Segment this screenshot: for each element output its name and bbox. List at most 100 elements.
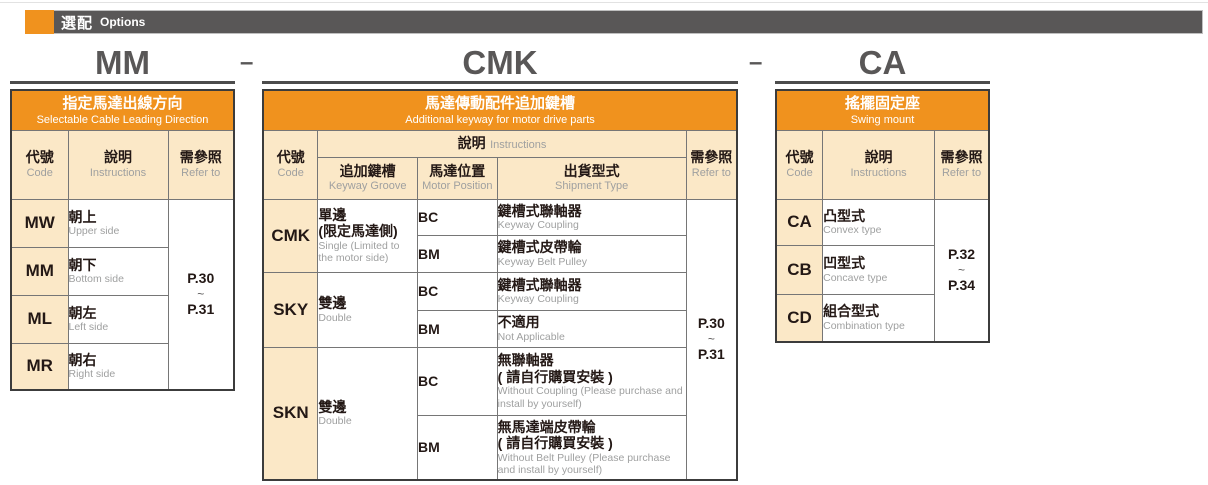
banner-bar: 選配 Options — [54, 10, 1203, 34]
ca-section: CA 搖擺固定座 Swing mount 代號 Code 說明 Instruct… — [775, 46, 990, 343]
instruction-en: Bottom side — [68, 273, 124, 286]
instruction-en: Upper side — [68, 225, 120, 238]
table-row: CD 組合型式 Combination type — [775, 293, 989, 343]
refer-from: P.30 — [697, 315, 725, 332]
shipment-zh: 無聯軸器 — [497, 352, 554, 369]
page-top-divider — [0, 2, 1208, 3]
col-label-zh: 代號 — [785, 149, 814, 166]
motor-position-cell: BC — [416, 346, 498, 416]
table-row: BM 鍵槽式皮帶輪 Keyway Belt Pulley — [263, 234, 737, 273]
shipment-cell: 無馬達端皮帶輪 ( 請自行購買安裝 ) Without Belt Pulley … — [496, 414, 687, 481]
cmk-col-refer: 需參照 Refer to — [685, 129, 738, 200]
code-cell: SKY — [262, 271, 319, 348]
motor-position-cell: BM — [416, 414, 498, 481]
col-label-en: Keyway Groove — [328, 180, 407, 193]
shipment-en: Keyway Belt Pulley — [497, 255, 587, 268]
instruction-cell: 朝上 Upper side — [67, 198, 169, 248]
col-label-en: Shipment Type — [555, 180, 629, 193]
table-subheader-row: 追加鍵槽 Keyway Groove 馬達位置 Motor Position 出… — [263, 156, 737, 200]
shipment-zh: 無馬達端皮帶輪 — [497, 418, 596, 435]
keyway-zh: 雙邊 — [318, 398, 347, 415]
mm-section: MM 指定馬達出線方向 Selectable Cable Leading Dir… — [10, 46, 235, 391]
table-row: SKN 雙邊 Double BC 無聯軸器 ( 請自行購買安裝 ) Withou… — [262, 346, 737, 481]
motor-position-cell: BM — [416, 309, 498, 348]
instruction-en: Concave type — [823, 271, 888, 284]
refer-cell: P.32 ~ P.34 — [934, 198, 990, 343]
keyway-zh: 雙邊 — [318, 295, 347, 312]
col-label-en: Refer to — [181, 166, 221, 179]
col-label-zh: 代號 — [25, 149, 54, 166]
table-row: CA 凸型式 Convex type P.32 ~ P.34 — [775, 198, 990, 343]
shipment-cell: 鍵槽式皮帶輪 Keyway Belt Pulley — [496, 234, 687, 273]
table-row: BM 不適用 Not Applicable — [263, 309, 737, 348]
cmk-col-code: 代號 Code — [262, 129, 319, 200]
refer-to: P.34 — [948, 276, 976, 293]
motor-position-cell: BC — [416, 198, 498, 236]
ca-table: 搖擺固定座 Swing mount 代號 Code 說明 Instruction… — [775, 89, 990, 343]
col-label-en: Instructions — [490, 138, 547, 151]
code-cell: MM — [10, 246, 69, 296]
instruction-cell: 組合型式 Combination type — [822, 293, 936, 343]
keyway-zh: 單邊 — [318, 206, 347, 223]
instruction-zh: 朝右 — [68, 351, 97, 368]
cmk-table: 馬達傳動配件追加鍵槽 Additional keyway for motor d… — [262, 89, 738, 481]
table-row: MM 朝下 Bottom side — [10, 246, 234, 296]
table-header-row: 代號 Code 說明 Instructions 需參照 Refer to — [10, 129, 235, 200]
shipment-cell: 不適用 Not Applicable — [496, 309, 687, 348]
col-label-en: Code — [277, 166, 304, 179]
ca-col-instructions: 說明 Instructions — [822, 129, 936, 200]
instruction-en: Convex type — [823, 224, 882, 237]
shipment-en: Without Coupling (Please purchase and in… — [497, 385, 683, 410]
col-label-en: Motor Position — [422, 180, 493, 193]
mm-heading-rule — [10, 81, 235, 84]
instruction-cell: 凸型式 Convex type — [822, 198, 936, 246]
motor-position-cell: BM — [416, 234, 498, 273]
mm-col-instructions: 說明 Instructions — [67, 129, 169, 200]
mm-col-code: 代號 Code — [10, 129, 69, 200]
col-label-zh: 出貨型式 — [563, 162, 620, 179]
code-cell: CB — [775, 244, 824, 295]
refer-to: P.31 — [187, 300, 215, 317]
separator-dash-1: – — [240, 49, 254, 76]
col-label-zh: 說明 — [864, 149, 893, 166]
instruction-zh: 朝左 — [68, 304, 97, 321]
refer-cell: P.30 ~ P.31 — [167, 198, 235, 391]
instruction-en: Left side — [68, 321, 109, 334]
keyway-cell: 雙邊 Double — [317, 271, 418, 348]
col-label-en: Instructions — [850, 166, 907, 179]
table-row: ML 朝左 Left side — [10, 294, 234, 344]
instruction-cell: 朝左 Left side — [67, 294, 169, 344]
col-label-zh: 需參照 — [940, 149, 983, 166]
ca-title-zh: 搖擺固定座 — [844, 95, 920, 113]
col-label-zh: 需參照 — [690, 149, 733, 166]
table-row: MR 朝右 Right side — [10, 342, 234, 391]
keyway-en: Double — [318, 415, 352, 428]
cmk-col-motor-position: 馬達位置 Motor Position — [416, 156, 498, 200]
banner-title-zh: 選配 — [61, 14, 94, 32]
table-title-row: 搖擺固定座 Swing mount — [775, 89, 990, 131]
shipment-zh: 鍵槽式聯軸器 — [497, 202, 582, 219]
code-cell: MR — [10, 342, 69, 391]
code-cell: ML — [10, 294, 69, 344]
ca-col-refer: 需參照 Refer to — [934, 129, 990, 200]
ca-heading-rule — [775, 81, 990, 84]
refer-cell: P.30 ~ P.31 — [685, 198, 738, 481]
separator-dash-2: – — [749, 49, 763, 76]
instruction-cell: 凹型式 Concave type — [822, 244, 936, 295]
refer-to: P.31 — [697, 345, 725, 362]
shipment-cell: 鍵槽式聯軸器 Keyway Coupling — [496, 198, 687, 236]
mm-title-zh: 指定馬達出線方向 — [62, 95, 183, 113]
col-label-en: Refer to — [691, 166, 731, 179]
keyway-en: Double — [318, 311, 352, 324]
shipment-en: Keyway Coupling — [497, 219, 579, 232]
ca-col-code: 代號 Code — [775, 129, 824, 200]
shipment-zh: 鍵槽式聯軸器 — [497, 276, 582, 293]
shipment-en: Not Applicable — [497, 330, 565, 343]
code-cell: SKN — [262, 346, 319, 481]
table-row: CB 凹型式 Concave type — [775, 244, 989, 295]
shipment-zh2: ( 請自行購買安裝 ) — [497, 368, 613, 385]
instruction-cell: 朝右 Right side — [67, 342, 169, 391]
refer-tilde: ~ — [958, 262, 966, 277]
banner-title-en: Options — [100, 15, 146, 29]
instruction-en: Right side — [68, 368, 116, 381]
